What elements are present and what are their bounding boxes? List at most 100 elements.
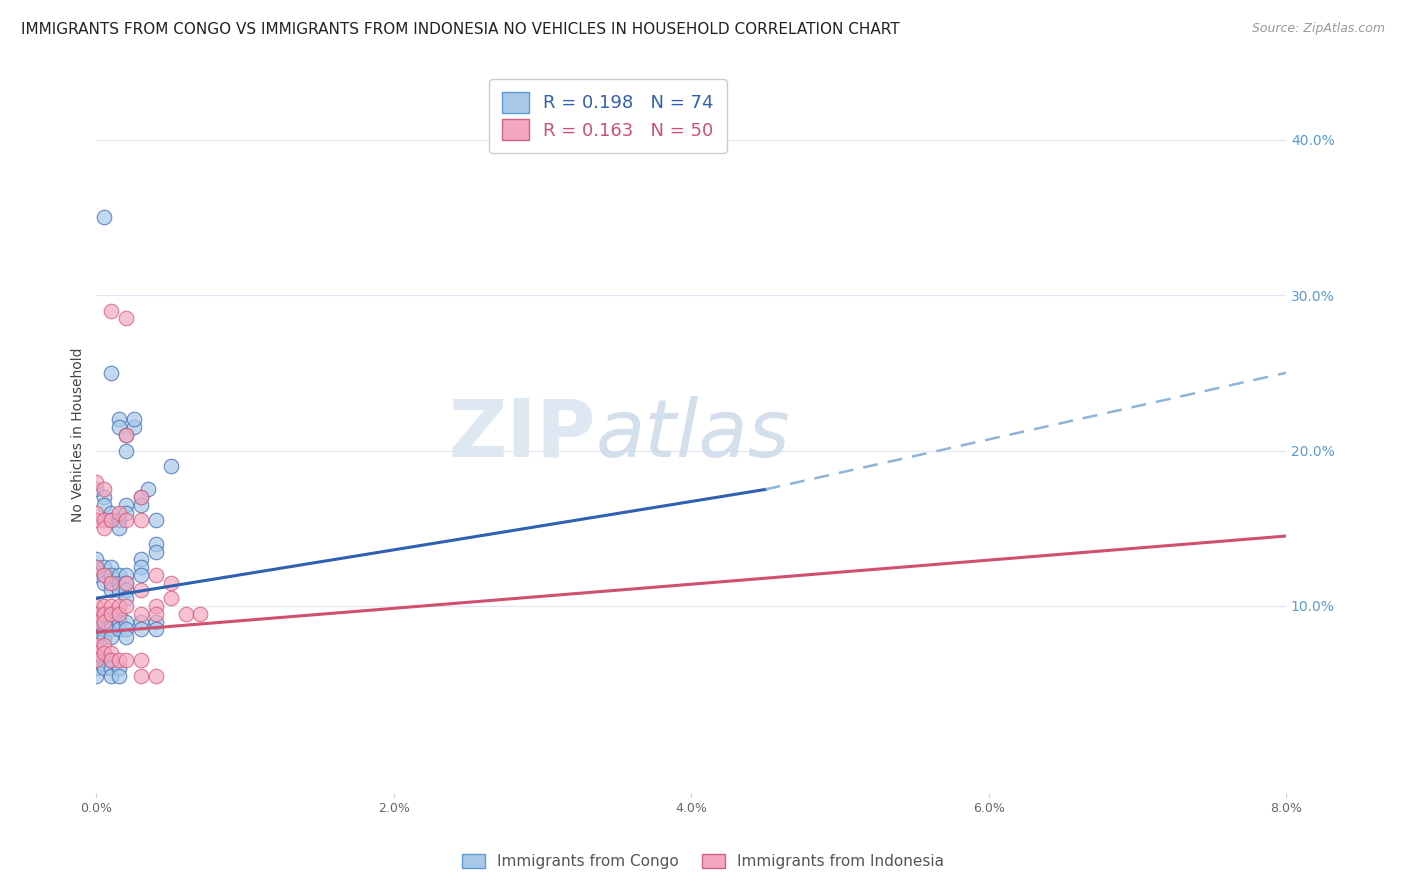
Point	[100, 599, 122, 613]
Point	[115, 615, 138, 629]
Point	[100, 661, 122, 675]
Point	[115, 514, 138, 528]
Point	[86, 615, 108, 629]
Point	[93, 622, 115, 636]
Point	[93, 211, 115, 225]
Point	[100, 366, 122, 380]
Point	[86, 615, 108, 629]
Point	[86, 599, 108, 613]
Point	[86, 475, 108, 489]
Point	[93, 599, 115, 613]
Point	[129, 552, 152, 566]
Point	[129, 615, 152, 629]
Point	[100, 615, 122, 629]
Point	[93, 653, 115, 667]
Point	[145, 568, 167, 582]
Text: atlas: atlas	[596, 396, 790, 474]
Point	[107, 575, 129, 590]
Point	[93, 521, 115, 535]
Point	[100, 514, 122, 528]
Point	[129, 560, 152, 574]
Text: Source: ZipAtlas.com: Source: ZipAtlas.com	[1251, 22, 1385, 36]
Point	[86, 669, 108, 683]
Legend: Immigrants from Congo, Immigrants from Indonesia: Immigrants from Congo, Immigrants from I…	[456, 848, 950, 875]
Point	[174, 607, 197, 621]
Point	[100, 583, 122, 598]
Point	[93, 483, 115, 497]
Point	[86, 638, 108, 652]
Point	[107, 583, 129, 598]
Point	[100, 303, 122, 318]
Point	[115, 498, 138, 512]
Point	[107, 661, 129, 675]
Point	[122, 420, 145, 434]
Point	[86, 560, 108, 574]
Point	[115, 428, 138, 442]
Point	[100, 560, 122, 574]
Point	[86, 622, 108, 636]
Point	[93, 490, 115, 504]
Point	[86, 630, 108, 644]
Point	[93, 575, 115, 590]
Point	[100, 653, 122, 667]
Point	[86, 552, 108, 566]
Text: IMMIGRANTS FROM CONGO VS IMMIGRANTS FROM INDONESIA NO VEHICLES IN HOUSEHOLD CORR: IMMIGRANTS FROM CONGO VS IMMIGRANTS FROM…	[21, 22, 900, 37]
Y-axis label: No Vehicles in Household: No Vehicles in Household	[72, 348, 86, 522]
Point	[115, 591, 138, 606]
Point	[107, 420, 129, 434]
Point	[129, 490, 152, 504]
Point	[107, 514, 129, 528]
Point	[100, 568, 122, 582]
Point	[86, 483, 108, 497]
Point	[100, 607, 122, 621]
Point	[100, 669, 122, 683]
Point	[115, 583, 138, 598]
Point	[86, 568, 108, 582]
Point	[129, 514, 152, 528]
Point	[93, 646, 115, 660]
Point	[107, 568, 129, 582]
Point	[145, 669, 167, 683]
Point	[93, 638, 115, 652]
Point	[129, 607, 152, 621]
Point	[86, 646, 108, 660]
Point	[86, 607, 108, 621]
Point	[115, 311, 138, 326]
Point	[107, 607, 129, 621]
Point	[129, 653, 152, 667]
Point	[100, 575, 122, 590]
Point	[145, 622, 167, 636]
Point	[93, 568, 115, 582]
Point	[107, 615, 129, 629]
Point	[115, 428, 138, 442]
Point	[100, 630, 122, 644]
Point	[93, 615, 115, 629]
Point	[86, 514, 108, 528]
Point	[115, 568, 138, 582]
Legend: R = 0.198   N = 74, R = 0.163   N = 50: R = 0.198 N = 74, R = 0.163 N = 50	[489, 79, 727, 153]
Text: ZIP: ZIP	[449, 396, 596, 474]
Point	[115, 443, 138, 458]
Point	[100, 622, 122, 636]
Point	[86, 560, 108, 574]
Point	[100, 514, 122, 528]
Point	[145, 607, 167, 621]
Point	[100, 575, 122, 590]
Point	[107, 506, 129, 520]
Point	[93, 607, 115, 621]
Point	[93, 661, 115, 675]
Point	[115, 599, 138, 613]
Point	[115, 653, 138, 667]
Point	[107, 599, 129, 613]
Point	[129, 583, 152, 598]
Point	[86, 653, 108, 667]
Point	[86, 653, 108, 667]
Point	[93, 615, 115, 629]
Point	[159, 591, 181, 606]
Point	[115, 622, 138, 636]
Point	[129, 498, 152, 512]
Point	[93, 630, 115, 644]
Point	[86, 607, 108, 621]
Point	[145, 615, 167, 629]
Point	[122, 412, 145, 426]
